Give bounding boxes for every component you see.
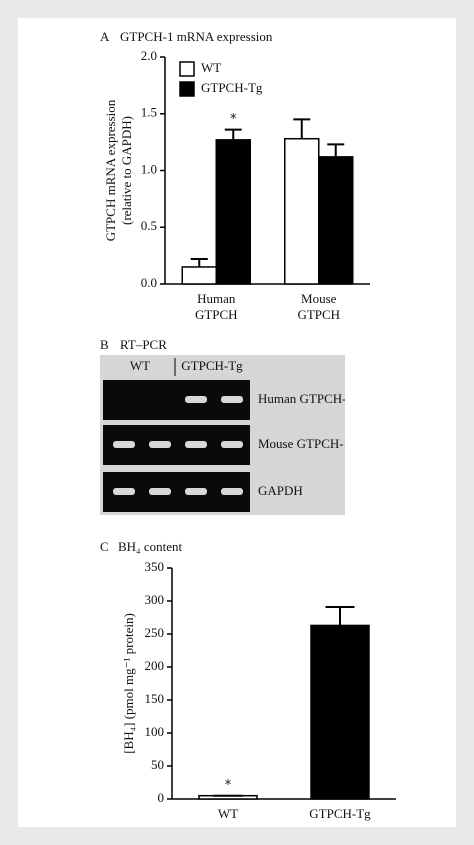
gel-band (221, 441, 243, 448)
y-tick-label: 0.5 (141, 218, 157, 233)
y-tick-label: 2.0 (141, 48, 157, 63)
error-bar (327, 143, 345, 157)
x-tick-label: GTPCH-Tg (309, 806, 371, 821)
panel-label: A (100, 29, 110, 44)
gel-band (113, 488, 135, 495)
significance-marker: * (225, 778, 232, 793)
y-tick-label: 100 (145, 724, 165, 739)
chart-title: BH₄ content (118, 539, 182, 554)
x-tick-label: Mouse (301, 291, 337, 306)
bar (318, 156, 354, 285)
gel-band (185, 488, 207, 495)
bar (215, 139, 251, 285)
y-tick-label: 300 (145, 592, 165, 607)
y-axis-label: [BH₄] (pmol mg⁻¹ protein) (121, 613, 136, 754)
gel-band (149, 441, 171, 448)
x-tick-label: GTPCH (297, 307, 340, 322)
lane-label: WT (130, 358, 150, 373)
y-tick-label: 0 (158, 790, 165, 805)
error-bar (190, 258, 208, 267)
legend-label: WT (201, 60, 221, 75)
significance-marker: * (230, 112, 237, 127)
y-tick-label: 1.5 (141, 105, 157, 120)
legend-swatch (179, 61, 195, 77)
row-label: Mouse GTPCH-1 (258, 436, 350, 451)
error-bar (293, 118, 311, 139)
error-bar (325, 605, 355, 626)
gel-band (185, 441, 207, 448)
y-tick-label: 200 (145, 658, 165, 673)
row-label: Human GTPCH-1 (258, 391, 353, 406)
y-tick-label: 50 (151, 757, 164, 772)
chart-title: GTPCH-1 mRNA expression (120, 29, 273, 44)
gel-band (185, 396, 207, 403)
bar (310, 624, 370, 800)
row-label: GAPDH (258, 483, 303, 498)
gel-band (149, 488, 171, 495)
x-tick-label: Human (197, 291, 236, 306)
y-tick-label: 1.0 (141, 161, 157, 176)
legend-swatch (179, 81, 195, 97)
x-tick-label: WT (218, 806, 238, 821)
y-tick-label: 350 (145, 559, 165, 574)
bar (284, 137, 320, 285)
bar (181, 266, 217, 285)
legend-label: GTPCH-Tg (201, 80, 263, 95)
panel-label: C (100, 539, 109, 554)
panel-label: B (100, 337, 109, 352)
y-tick-label: 150 (145, 691, 165, 706)
y-axis-label: GTPCH mRNA expression (103, 99, 118, 241)
panel-title: RT–PCR (120, 337, 167, 352)
error-bar (224, 128, 242, 140)
lane-label: GTPCH-Tg (181, 358, 243, 373)
y-axis-label: (relative to GAPDH) (119, 116, 134, 225)
gel-band (221, 396, 243, 403)
gel-band (113, 441, 135, 448)
gel-band (221, 488, 243, 495)
y-tick-label: 0.0 (141, 275, 157, 290)
y-tick-label: 250 (145, 625, 165, 640)
x-tick-label: GTPCH (195, 307, 238, 322)
